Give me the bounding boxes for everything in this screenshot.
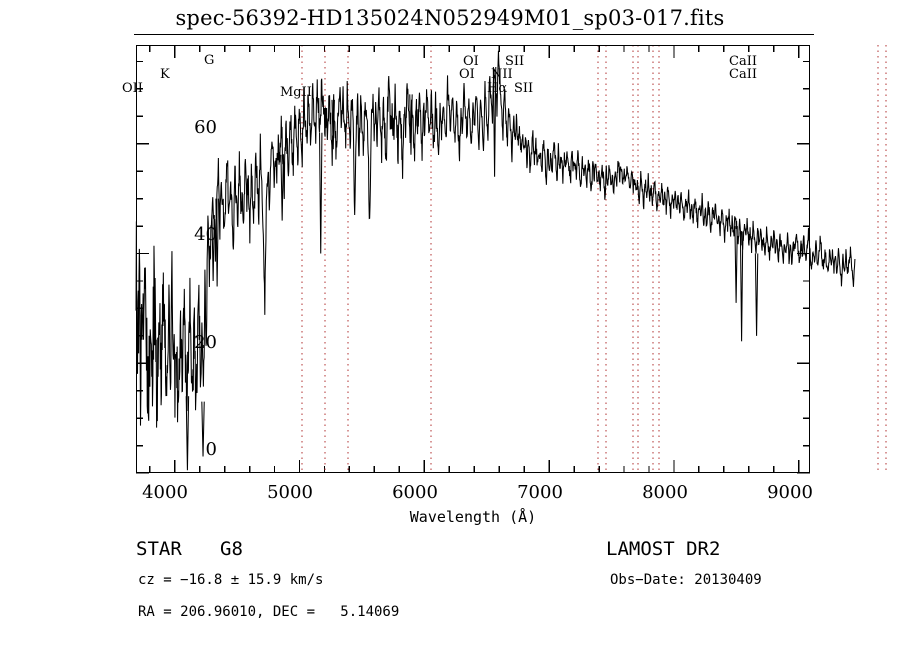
line-label-MgII: MgII	[280, 85, 312, 100]
line-label-NII: NII	[491, 67, 513, 82]
chart-plot-area: OII K G MgII OI OI NII Hα SII SII CaII CaII	[122, 45, 887, 474]
x-tick-label-7000: 7000	[517, 482, 563, 503]
x-tick-label-4000: 4000	[142, 482, 188, 503]
footer-spectral-class: G8	[220, 538, 243, 560]
spectrum-trace	[135, 50, 856, 471]
line-label-Halpha: Hα	[487, 81, 508, 96]
y-tick-label-60: 60	[194, 117, 217, 138]
line-label-OII: OII	[122, 81, 143, 96]
x-tick-label-9000: 9000	[767, 482, 813, 503]
x-tick-label-6000: 6000	[392, 482, 438, 503]
line-label-CaII-2: CaII	[729, 67, 757, 82]
x-tick-label-8000: 8000	[642, 482, 688, 503]
footer-cz: cz = −16.8 ± 15.9 km/s	[138, 572, 324, 588]
footer-survey: LAMOST DR2	[606, 538, 721, 560]
x-axis-label: Wavelength (Å)	[409, 508, 537, 526]
absorption-features	[185, 66, 759, 471]
line-label-G: G	[204, 53, 215, 68]
line-label-K: K	[160, 67, 170, 82]
title-underline	[134, 34, 814, 35]
page-title: spec-56392-HD135024N052949M01_sp03-017.f…	[175, 6, 725, 30]
plot-frame	[136, 45, 810, 473]
line-label-OI-1: OI	[459, 67, 475, 82]
line-label-SII-2: SII	[514, 81, 534, 96]
y-tick-label-0: 0	[205, 439, 217, 460]
footer-obs-date: Obs−Date: 20130409	[610, 572, 762, 588]
line-label-OI-2: OI	[463, 54, 479, 69]
footer-coords: RA = 206.96010, DEC = 5.14069	[138, 604, 400, 620]
line-label-CaII-1: CaII	[729, 54, 757, 69]
footer-object-type: STAR	[136, 538, 182, 560]
x-tick-label-5000: 5000	[267, 482, 313, 503]
line-label-SII-1: SII	[505, 54, 525, 69]
